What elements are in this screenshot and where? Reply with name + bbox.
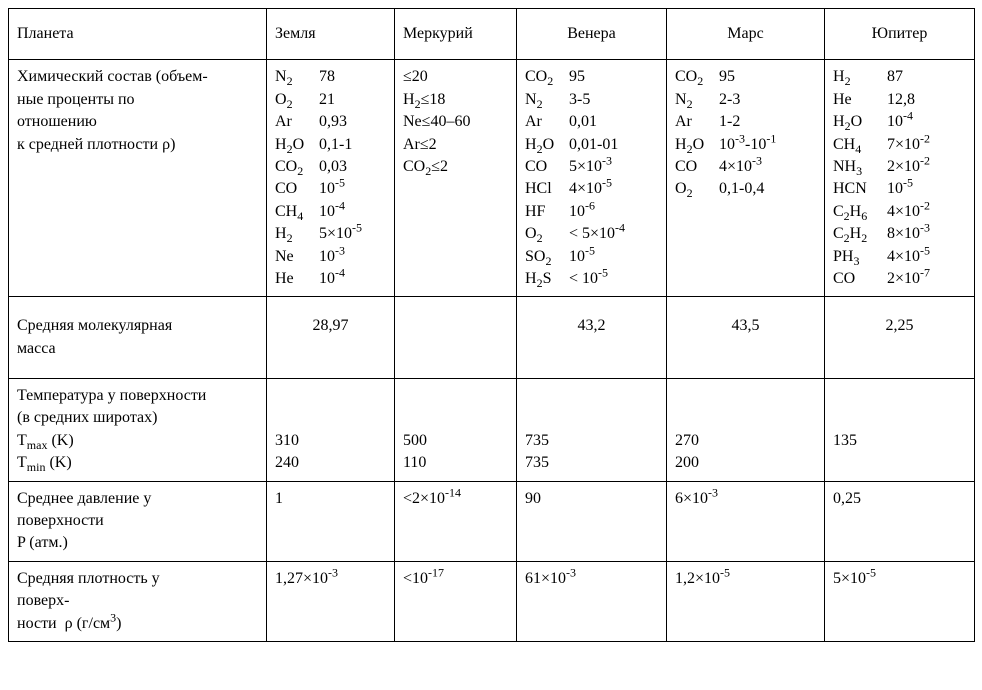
temp-label-l2: (в средних широтах) <box>17 409 157 426</box>
temp-label-l1: Температура у поверхности <box>17 387 206 404</box>
molmass-earth: 28,97 <box>267 297 395 379</box>
chem-jupiter: H2 87He 12,8H2O 10-4CH4 7×10-2NH3 2×10-2… <box>825 60 975 297</box>
pressure-mars: 6×10-3 <box>667 481 825 561</box>
density-row: Средняя плотность у поверх- ности ρ (г/с… <box>9 561 975 641</box>
density-mars: 1,2×10-5 <box>667 561 825 641</box>
header-label: Планета <box>9 9 267 60</box>
density-label-l2: поверх- <box>17 592 69 609</box>
temp-jupiter: 135 <box>825 379 975 482</box>
molmass-jupiter: 2,25 <box>825 297 975 379</box>
header-venus: Венера <box>517 9 667 60</box>
chem-earth: N2 78O2 21Ar 0,93H2O 0,1-1CO2 0,03CO 10-… <box>267 60 395 297</box>
temp-label-l3: Tmax (K) <box>17 432 74 449</box>
temp-venus: 735735 <box>517 379 667 482</box>
molecular-mass-row: Средняя молекулярнаямасса 28,97 43,2 43,… <box>9 297 975 379</box>
temperature-row: Температура у поверхности (в средних шир… <box>9 379 975 482</box>
temp-mars: 270200 <box>667 379 825 482</box>
density-venus: 61×10-3 <box>517 561 667 641</box>
header-mercury: Меркурий <box>395 9 517 60</box>
chem-label: Химический состав (объем-ные проценты по… <box>9 60 267 297</box>
density-mercury: <10-17 <box>395 561 517 641</box>
chem-mars: CO2 95N2 2-3Ar 1-2H2O 10-3-10-1CO 4×10-3… <box>667 60 825 297</box>
molmass-mars: 43,5 <box>667 297 825 379</box>
molmass-label: Средняя молекулярнаямасса <box>9 297 267 379</box>
chemical-composition-row: Химический состав (объем-ные проценты по… <box>9 60 975 297</box>
header-row: Планета Земля Меркурий Венера Марс Юпите… <box>9 9 975 60</box>
density-label-l1: Средняя плотность у <box>17 570 160 587</box>
pressure-row: Среднее давление уповерхностиP (атм.) 1 … <box>9 481 975 561</box>
temp-label: Температура у поверхности (в средних шир… <box>9 379 267 482</box>
pressure-label: Среднее давление уповерхностиP (атм.) <box>9 481 267 561</box>
pressure-jupiter: 0,25 <box>825 481 975 561</box>
density-label: Средняя плотность у поверх- ности ρ (г/с… <box>9 561 267 641</box>
molmass-mercury <box>395 297 517 379</box>
pressure-venus: 90 <box>517 481 667 561</box>
molmass-venus: 43,2 <box>517 297 667 379</box>
temp-mercury: 500110 <box>395 379 517 482</box>
planet-properties-table: Планета Земля Меркурий Венера Марс Юпите… <box>8 8 975 642</box>
header-jupiter: Юпитер <box>825 9 975 60</box>
density-label-l3: ности ρ (г/см3) <box>17 615 122 632</box>
chem-mercury: ≤20H2≤18Ne≤40–60Ar≤2CO2≤2 <box>395 60 517 297</box>
density-earth: 1,27×10-3 <box>267 561 395 641</box>
header-earth: Земля <box>267 9 395 60</box>
header-mars: Марс <box>667 9 825 60</box>
temp-earth: 310240 <box>267 379 395 482</box>
pressure-mercury: <2×10-14 <box>395 481 517 561</box>
chem-venus: CO2 95N2 3-5Ar 0,01H2O 0,01-01CO 5×10-3H… <box>517 60 667 297</box>
pressure-earth: 1 <box>267 481 395 561</box>
density-jupiter: 5×10-5 <box>825 561 975 641</box>
temp-label-l4: Tmin (K) <box>17 454 72 471</box>
